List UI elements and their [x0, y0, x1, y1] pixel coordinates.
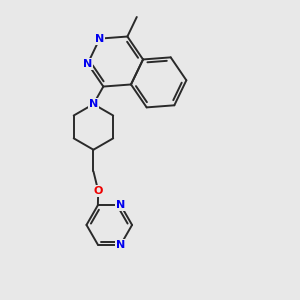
Text: N: N: [116, 200, 125, 210]
Text: N: N: [95, 34, 104, 44]
Text: N: N: [83, 58, 92, 69]
Text: N: N: [116, 240, 125, 250]
Text: N: N: [89, 99, 98, 109]
Text: O: O: [94, 186, 103, 196]
